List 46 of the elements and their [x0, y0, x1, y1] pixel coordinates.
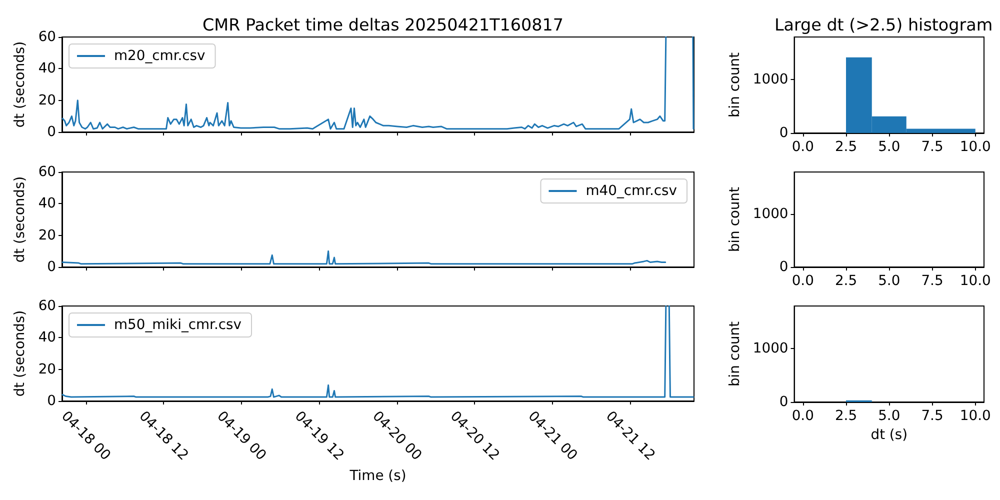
y-tick-label: 0 [47, 393, 56, 409]
x-tick-label: 0.0 [792, 408, 814, 424]
y-axis-title: dt (seconds) [12, 310, 28, 397]
y-tick-label: 20 [38, 361, 56, 378]
legend-label: m50_miki_cmr.csv [114, 317, 242, 333]
x-tick-label: 7.5 [921, 139, 944, 155]
x-tick-label: 0.0 [792, 139, 814, 155]
x-tick-label: 5.0 [878, 139, 900, 155]
y-axis-title: bin count [727, 52, 743, 118]
y-tick-label: 0 [779, 125, 788, 141]
legend-label: m40_cmr.csv [586, 183, 677, 199]
x-tick-label: 0.0 [792, 273, 814, 289]
legend-label: m20_cmr.csv [114, 48, 206, 64]
chart-title: CMR Packet time deltas 20250421T160817 [202, 14, 564, 34]
y-tick-label: 1000 [752, 71, 788, 88]
x-axis-title: Time (s) [348, 468, 406, 484]
y-tick-label: 40 [38, 330, 56, 346]
x-tick-label: 10.0 [960, 139, 991, 155]
x-tick-label: 2.5 [834, 273, 858, 289]
x-tick-label: 5.0 [878, 408, 900, 424]
y-axis-title: dt (seconds) [12, 176, 28, 263]
y-tick-label: 60 [38, 298, 56, 314]
y-axis-title: bin count [727, 186, 743, 252]
y-tick-label: 40 [38, 60, 56, 77]
x-tick-label: 10.0 [960, 273, 991, 289]
y-tick-label: 20 [38, 92, 56, 108]
x-tick-label: 5.0 [878, 273, 900, 289]
y-axis-title: bin count [727, 320, 743, 387]
x-tick-label: 7.5 [921, 408, 944, 424]
y-tick-label: 60 [38, 164, 56, 180]
x-tick-label: 2.5 [834, 139, 858, 155]
y-tick-label: 0 [47, 259, 56, 275]
y-tick-label: 0 [779, 394, 788, 410]
y-tick-label: 20 [38, 227, 56, 244]
y-tick-label: 0 [779, 259, 788, 275]
chart-title: Large dt (>2.5) histogram [774, 14, 993, 34]
y-tick-label: 0 [47, 124, 56, 140]
x-tick-label: 2.5 [834, 408, 858, 424]
y-tick-label: 60 [38, 29, 56, 45]
x-tick-label: 10.0 [960, 408, 991, 424]
y-tick-label: 1000 [752, 206, 788, 222]
x-tick-label: 7.5 [921, 273, 944, 289]
y-axis-title: dt (seconds) [12, 41, 28, 128]
y-tick-label: 1000 [752, 340, 788, 356]
x-axis-title: dt (s) [870, 427, 908, 443]
y-tick-label: 40 [38, 196, 56, 212]
